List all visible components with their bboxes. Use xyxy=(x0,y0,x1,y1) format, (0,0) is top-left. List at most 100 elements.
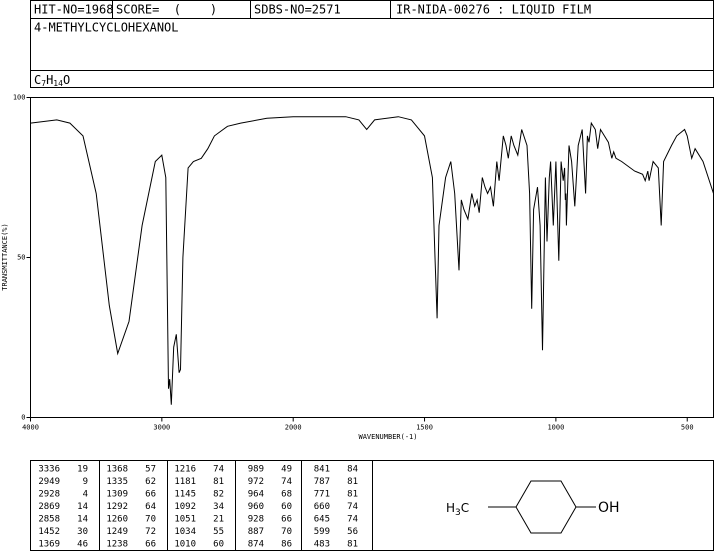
x-tick-label: 1500 xyxy=(416,424,433,432)
structure: H3C OH xyxy=(446,480,620,534)
peak-transmittance: 56 xyxy=(347,527,358,537)
peak-transmittance: 49 xyxy=(281,465,292,475)
peak-transmittance: 60 xyxy=(213,540,224,550)
peak-transmittance: 4 xyxy=(83,490,88,500)
peak-wavenumber: 964 xyxy=(248,490,264,500)
peak-wavenumber: 1260 xyxy=(106,515,128,525)
peak-wavenumber: 1181 xyxy=(174,477,196,487)
y-tick-label: 0 xyxy=(21,414,25,422)
peak-wavenumber: 1010 xyxy=(174,540,196,550)
atom: H xyxy=(446,501,455,515)
peak-wavenumber: 1369 xyxy=(38,540,60,550)
peak-transmittance: 21 xyxy=(213,515,224,525)
peak-transmittance: 74 xyxy=(213,465,224,475)
peak-transmittance: 74 xyxy=(347,502,358,512)
peak-transmittance: 57 xyxy=(145,465,156,475)
header-box xyxy=(30,0,714,88)
peak-transmittance: 81 xyxy=(347,477,358,487)
peak-transmittance: 86 xyxy=(281,540,292,550)
peak-wavenumber: 887 xyxy=(248,527,264,537)
formula-part: 7 xyxy=(41,79,46,88)
formula-part: C xyxy=(34,73,41,87)
formula-part: O xyxy=(63,73,70,87)
peak-wavenumber: 1292 xyxy=(106,502,128,512)
peak-wavenumber: 771 xyxy=(314,490,330,500)
peak-wavenumber: 787 xyxy=(314,477,330,487)
peak-transmittance: 74 xyxy=(281,477,292,487)
peak-wavenumber: 989 xyxy=(248,465,264,475)
compound-name: 4-METHYLCYCLOHEXANOL xyxy=(34,21,179,35)
peak-transmittance: 66 xyxy=(145,540,156,550)
peak-wavenumber: 1368 xyxy=(106,465,128,475)
peak-transmittance: 9 xyxy=(83,477,88,487)
peak-wavenumber: 841 xyxy=(314,465,330,475)
peak-transmittance: 14 xyxy=(77,502,88,512)
peak-wavenumber: 660 xyxy=(314,502,330,512)
score: SCORE= ( ) xyxy=(116,3,217,17)
peak-wavenumber: 1092 xyxy=(174,502,196,512)
x-tick-label: 500 xyxy=(681,424,694,432)
methyl: H3C xyxy=(446,501,469,518)
peak-wavenumber: 1309 xyxy=(106,490,128,500)
y-axis-label: TRANSMITTANCE(%) xyxy=(1,223,9,290)
peak-transmittance: 46 xyxy=(77,540,88,550)
peak-wavenumber: 1145 xyxy=(174,490,196,500)
formula-part: 14 xyxy=(53,79,63,88)
peak-wavenumber: 1051 xyxy=(174,515,196,525)
plot-frame xyxy=(30,97,714,418)
x-axis-label: WAVENUMBER(-1) xyxy=(358,433,417,441)
peak-wavenumber: 1335 xyxy=(106,477,128,487)
method: IR-NIDA-00276 : LIQUID FILM xyxy=(396,3,591,17)
peak-transmittance: 66 xyxy=(281,515,292,525)
peak-wavenumber: 972 xyxy=(248,477,264,487)
peak-wavenumber: 874 xyxy=(248,540,264,550)
peak-wavenumber: 960 xyxy=(248,502,264,512)
peak-wavenumber: 1238 xyxy=(106,540,128,550)
peak-transmittance: 62 xyxy=(145,477,156,487)
peak-wavenumber: 645 xyxy=(314,515,330,525)
peak-wavenumber: 1216 xyxy=(174,465,196,475)
peak-wavenumber: 2869 xyxy=(38,502,60,512)
peak-transmittance: 68 xyxy=(281,490,292,500)
x-tick-label: 4000 xyxy=(22,424,39,432)
peak-transmittance: 70 xyxy=(145,515,156,525)
peak-transmittance: 30 xyxy=(77,527,88,537)
peak-transmittance: 64 xyxy=(145,502,156,512)
x-tick-label: 2000 xyxy=(285,424,302,432)
x-tick-label: 1000 xyxy=(547,424,564,432)
peak-wavenumber: 2858 xyxy=(38,515,60,525)
peak-wavenumber: 2928 xyxy=(38,490,60,500)
peak-wavenumber: 1034 xyxy=(174,527,196,537)
spectrum xyxy=(30,116,714,405)
peak-transmittance: 14 xyxy=(77,515,88,525)
peak-wavenumber: 599 xyxy=(314,527,330,537)
formula-part: H xyxy=(46,73,53,87)
peak-transmittance: 72 xyxy=(145,527,156,537)
peak-transmittance: 81 xyxy=(347,490,358,500)
peak-wavenumber: 483 xyxy=(314,540,330,550)
peak-wavenumber: 1249 xyxy=(106,527,128,537)
peak-transmittance: 19 xyxy=(77,465,88,475)
peak-transmittance: 84 xyxy=(347,465,358,475)
peak-transmittance: 81 xyxy=(213,477,224,487)
ring xyxy=(515,480,577,534)
peak-wavenumber: 2949 xyxy=(38,477,60,487)
y-tick-label: 50 xyxy=(17,254,25,262)
sdbs-no: SDBS-NO=2571 xyxy=(254,3,341,17)
peak-wavenumber: 1452 xyxy=(38,527,60,537)
formula: C7H14O xyxy=(34,73,70,88)
peak-transmittance: 34 xyxy=(213,502,224,512)
peak-transmittance: 66 xyxy=(145,490,156,500)
x-tick-label: 3000 xyxy=(153,424,170,432)
peak-transmittance: 60 xyxy=(281,502,292,512)
atom: 3 xyxy=(455,508,461,518)
y-tick-label: 100 xyxy=(13,94,26,102)
hit-no: HIT-NO=1968 xyxy=(34,3,113,17)
peak-transmittance: 55 xyxy=(213,527,224,537)
peak-wavenumber: 928 xyxy=(248,515,264,525)
peak-transmittance: 74 xyxy=(347,515,358,525)
hydroxyl: OH xyxy=(598,500,620,516)
peak-wavenumber: 3336 xyxy=(38,465,60,475)
peak-transmittance: 82 xyxy=(213,490,224,500)
